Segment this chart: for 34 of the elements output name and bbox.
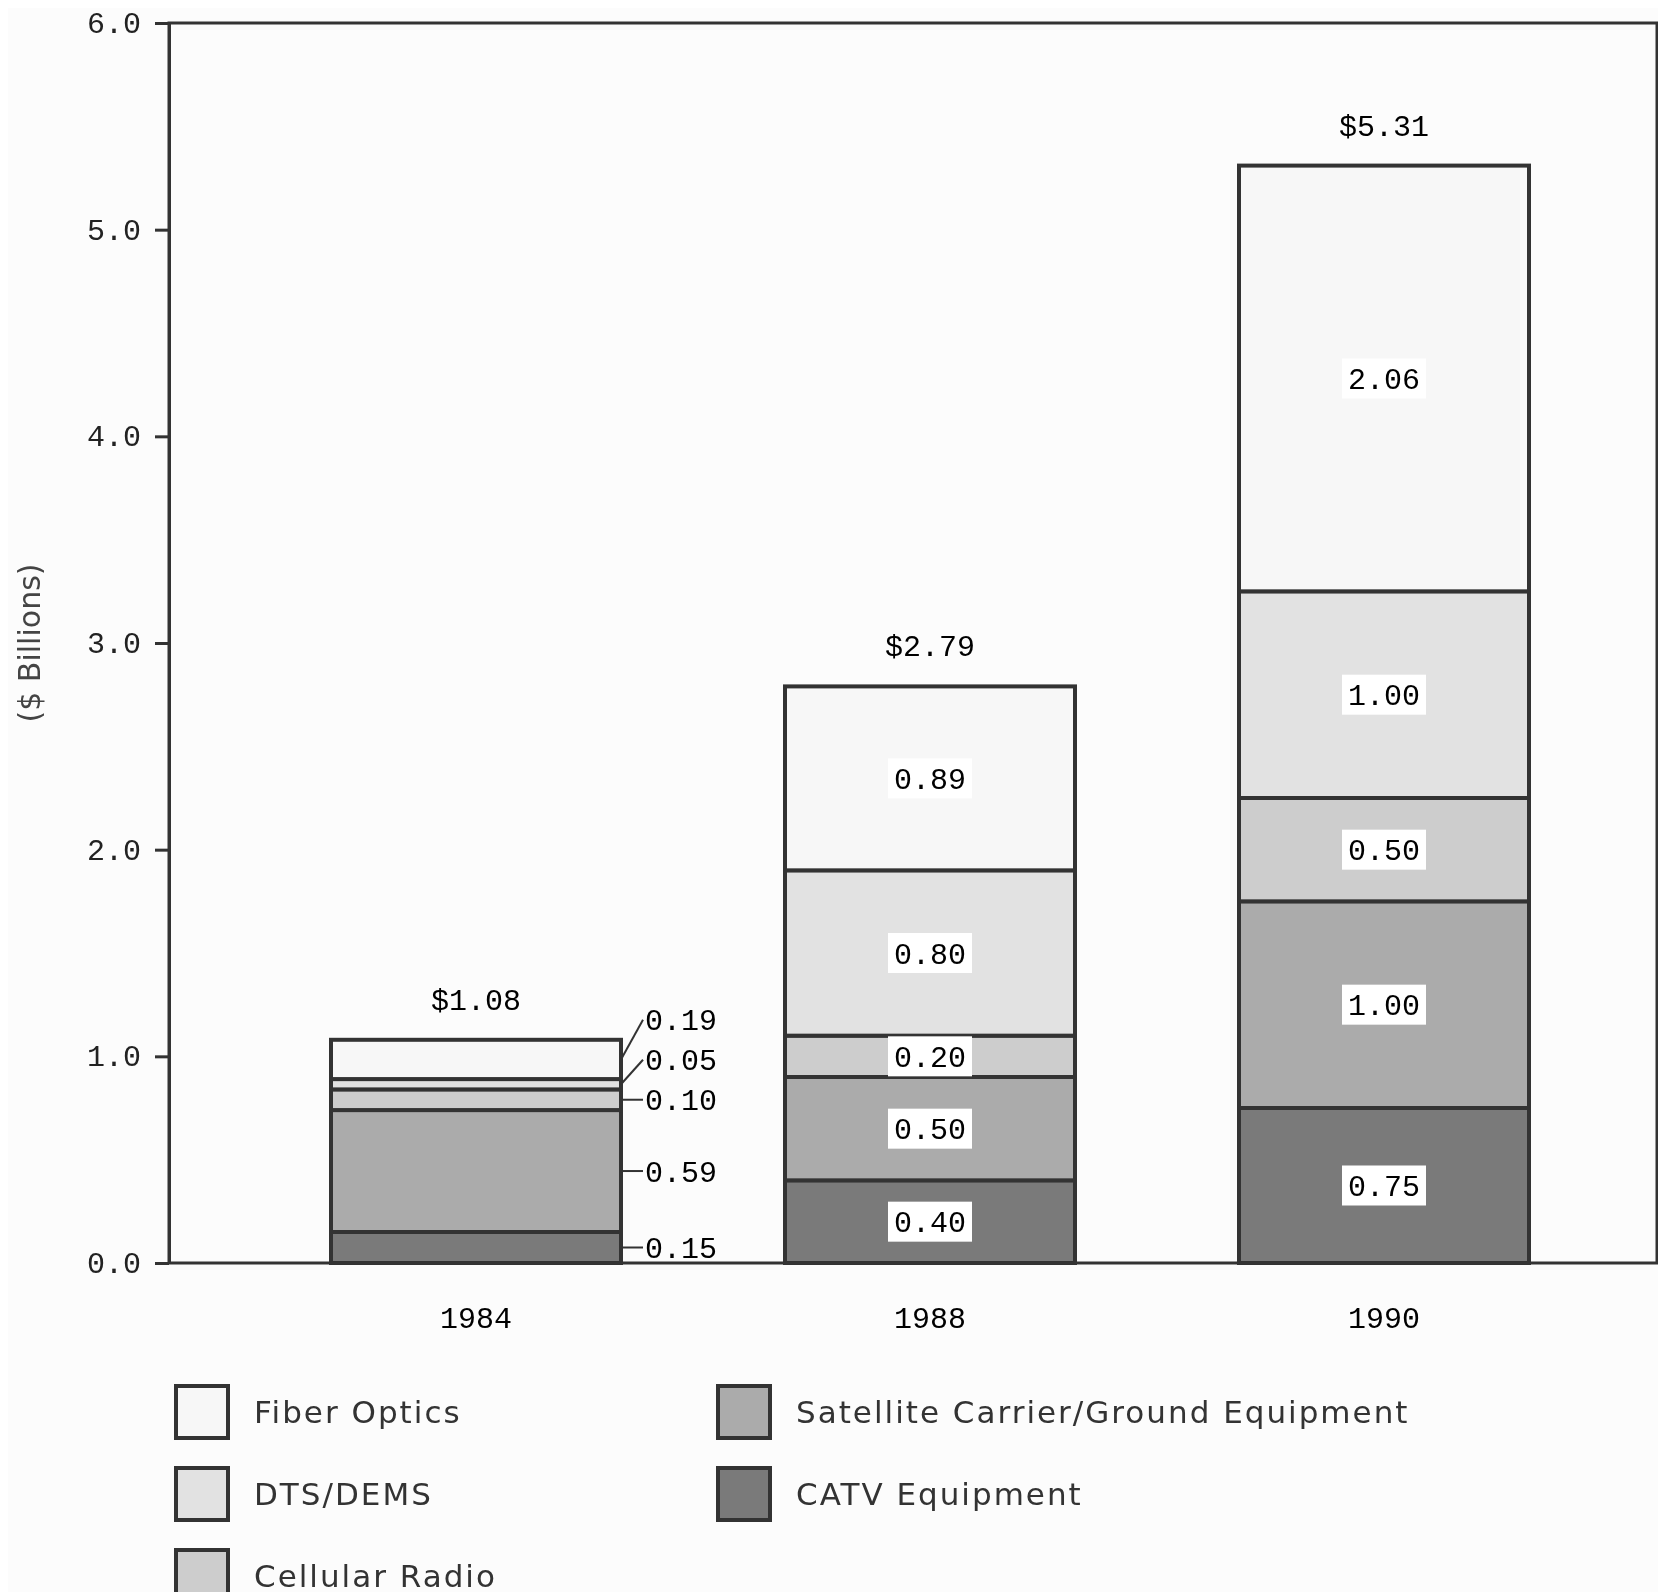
x-tick-label: 1990 bbox=[1347, 1303, 1421, 1337]
total-label: $5.31 bbox=[1338, 110, 1430, 145]
data-label: 0.19 bbox=[645, 1005, 718, 1040]
legend-label: DTS/DEMS bbox=[254, 1475, 433, 1512]
data-label: 0.89 bbox=[893, 763, 967, 798]
data-label: 2.06 bbox=[1347, 363, 1421, 398]
data-label: 0.10 bbox=[645, 1085, 718, 1120]
y-axis-title: ($ Billions) bbox=[12, 563, 47, 723]
total-label: $2.79 bbox=[884, 631, 976, 666]
x-tick-label: 1984 bbox=[439, 1303, 513, 1337]
data-label: 0.15 bbox=[645, 1233, 718, 1267]
data-label: 0.40 bbox=[893, 1207, 967, 1242]
data-label: 0.50 bbox=[1347, 835, 1421, 870]
legend-label: Satellite Carrier/Ground Equipment bbox=[796, 1393, 1410, 1430]
legend-label: Fiber Optics bbox=[254, 1393, 462, 1430]
data-label: 0.50 bbox=[893, 1114, 967, 1149]
data-label: 0.75 bbox=[1347, 1171, 1421, 1205]
data-label: 1.00 bbox=[1347, 680, 1421, 715]
y-tick-label: 5.0 bbox=[86, 214, 141, 249]
data-label: 0.05 bbox=[645, 1045, 718, 1080]
legend-label: Cellular Radio bbox=[254, 1557, 497, 1592]
data-label: 0.20 bbox=[893, 1041, 967, 1076]
x-tick-label: 1988 bbox=[893, 1303, 967, 1337]
y-tick-label: 4.0 bbox=[86, 421, 141, 456]
y-tick-label: 3.0 bbox=[86, 628, 141, 663]
legend-label: CATV Equipment bbox=[796, 1475, 1083, 1512]
y-tick-label: 1.0 bbox=[86, 1041, 141, 1076]
total-label: $1.08 bbox=[430, 984, 522, 1019]
y-tick-label: 6.0 bbox=[86, 8, 141, 43]
data-label: 1.00 bbox=[1347, 990, 1421, 1025]
y-tick-label: 0.0 bbox=[86, 1248, 141, 1283]
data-label: 0.59 bbox=[645, 1156, 718, 1191]
y-tick-label: 2.0 bbox=[86, 834, 141, 869]
data-label: 0.80 bbox=[893, 938, 967, 973]
